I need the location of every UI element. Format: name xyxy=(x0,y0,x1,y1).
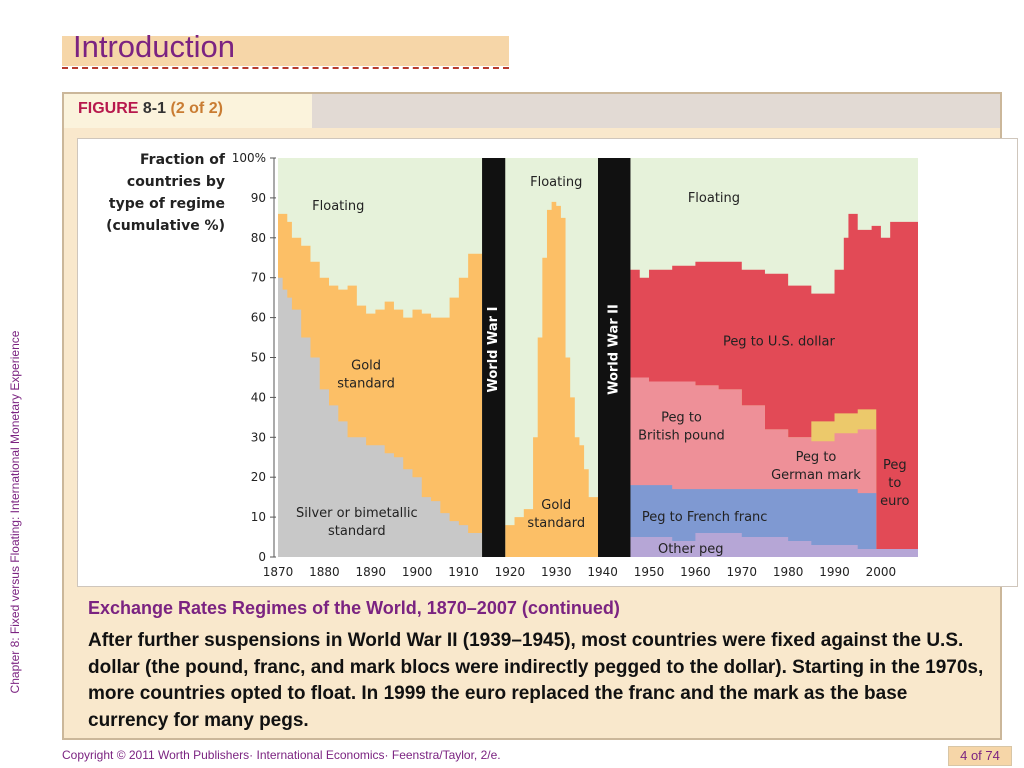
x-tick-label: 1910 xyxy=(448,565,479,579)
y-tick-label: 30 xyxy=(251,430,266,444)
x-tick-label: 1890 xyxy=(355,565,386,579)
y-tick-label: 90 xyxy=(251,191,266,205)
annotation-gold-standard: Gold standard xyxy=(527,498,585,531)
y-tick-label: 100% xyxy=(232,151,266,165)
series-area-silver-or-bimetallic-standard xyxy=(278,277,483,557)
war-bar-label: World War II xyxy=(607,304,622,395)
series-area-gold-standard xyxy=(505,201,598,557)
y-tick-label: 80 xyxy=(251,231,266,245)
x-tick-label: 1920 xyxy=(495,565,526,579)
figure-word: FIGURE xyxy=(78,100,139,117)
annotation-peg-to-german-mark: Peg to German mark xyxy=(771,450,861,483)
x-tick-label: 1970 xyxy=(726,565,757,579)
chapter-side-label: Chapter 8: Fixed versus Floating: Intern… xyxy=(8,330,22,694)
annotation-line: Peg to xyxy=(661,410,702,425)
annotation-line: Floating xyxy=(688,191,740,206)
y-tick-label: 20 xyxy=(251,470,266,484)
regime-area-chart: World War I World War II 0 10 20 30 40 50 60 70 80… xyxy=(106,151,918,579)
annotation-line: euro xyxy=(880,494,909,509)
caption-body: After further suspensions in World War I… xyxy=(88,630,984,731)
annotation-floating: Floating xyxy=(688,191,740,206)
slide-title: Introduction xyxy=(73,29,235,64)
figure-number: 8-1 xyxy=(142,100,167,117)
x-tick-label: 1960 xyxy=(680,565,711,579)
x-tick-label: 1870 xyxy=(263,565,294,579)
annotation-line: to xyxy=(888,476,901,491)
war-bar-label: World War I xyxy=(486,307,501,393)
annotation-line: Silver or bimetallic xyxy=(296,506,418,521)
page-number-badge: 4 of 74 xyxy=(948,746,1012,766)
y-axis-label-line: Fraction of xyxy=(140,152,226,168)
annotation-line: Peg to French franc xyxy=(642,510,768,525)
y-tick-label: 0 xyxy=(258,550,266,564)
annotation-peg-to-u-s-dollar: Peg to U.S. dollar xyxy=(723,335,836,350)
annotation-gold-standard: Gold standard xyxy=(337,358,395,391)
x-tick-label: 1950 xyxy=(634,565,665,579)
y-tick-label: 60 xyxy=(251,311,266,325)
x-tick-label: 1900 xyxy=(402,565,433,579)
annotation-line: Gold xyxy=(351,358,381,373)
y-tick-label: 50 xyxy=(251,351,266,365)
annotation-line: Other peg xyxy=(658,542,724,557)
annotation-line: Peg xyxy=(883,458,907,473)
annotation-line: British pound xyxy=(638,428,725,443)
y-tick-label: 40 xyxy=(251,390,266,404)
annotation-line: standard xyxy=(527,516,585,531)
copyright-footer: Copyright © 2011 Worth Publishers· Inter… xyxy=(62,748,501,762)
annotation-line: German mark xyxy=(771,468,861,483)
x-tick-label: 1880 xyxy=(309,565,340,579)
annotation-line: Peg to U.S. dollar xyxy=(723,335,836,350)
annotation-line: standard xyxy=(328,524,386,539)
annotation-peg-to-euro: Peg to euro xyxy=(880,458,909,509)
annotation-peg-to-british-pound: Peg to British pound xyxy=(638,410,725,443)
annotation-silver-or-bimetallic-standard: Silver or bimetallic standard xyxy=(296,506,418,539)
annotation-line: Gold xyxy=(541,498,571,513)
caption-title: Exchange Rates Regimes of the World, 187… xyxy=(88,598,620,618)
y-axis-label-line: type of regime xyxy=(109,196,225,212)
x-tick-label: 1940 xyxy=(587,565,618,579)
series-area-peg-to-french-franc xyxy=(630,485,877,557)
war-bar-world-war-ii xyxy=(598,158,631,557)
title-underline xyxy=(62,67,509,69)
figure-label-tab xyxy=(64,94,312,128)
annotation-floating: Floating xyxy=(312,199,364,214)
annotation-line: standard xyxy=(337,376,395,391)
figure-part: (2 of 2) xyxy=(170,100,223,117)
annotation-floating: Floating xyxy=(530,175,582,190)
x-tick-label: 1990 xyxy=(819,565,850,579)
annotation-peg-to-french-franc: Peg to French franc xyxy=(642,510,768,525)
annotation-line: Floating xyxy=(530,175,582,190)
annotation-line: Floating xyxy=(312,199,364,214)
annotation-other-peg: Other peg xyxy=(658,542,724,557)
y-tick-label: 70 xyxy=(251,271,266,285)
annotation-line: Peg to xyxy=(796,450,837,465)
figure-label: FIGURE 8-1 (2 of 2) xyxy=(78,100,223,118)
y-axis-label-line: countries by xyxy=(127,174,225,190)
y-axis-label: Fraction of countries by type of regime (cu… xyxy=(106,152,226,234)
x-tick-label: 1930 xyxy=(541,565,572,579)
war-bar-world-war-i xyxy=(482,158,506,557)
title-highlight xyxy=(62,36,509,66)
series-area-other-peg xyxy=(630,533,918,557)
y-tick-label: 10 xyxy=(251,510,266,524)
y-axis-label-line: (cumulative %) xyxy=(106,218,225,234)
x-tick-label: 2000 xyxy=(866,565,897,579)
x-tick-label: 1980 xyxy=(773,565,804,579)
